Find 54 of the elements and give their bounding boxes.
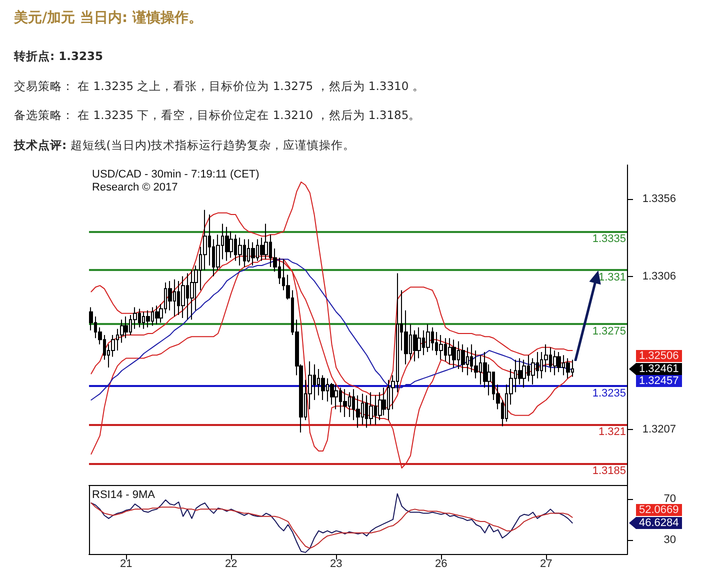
text: 技术点评: 超短线(当日内)技术指标运行趋势复杂，应谨慎操作。	[14, 136, 356, 154]
chart-title: RSI14 - 9MA	[92, 489, 156, 501]
candlestick	[155, 305, 159, 325]
line-series	[90, 502, 573, 549]
text: 52.0669	[636, 504, 682, 516]
x-tick-label: 21	[120, 558, 132, 570]
candlestick	[557, 352, 561, 373]
text: 1.32506	[636, 350, 682, 362]
y-tick-label: 1.3356	[642, 193, 676, 206]
text: 1.32457	[636, 375, 682, 388]
line-series	[90, 182, 573, 396]
chart-title: 美元/加元 当日内: 谨慎操作。	[14, 8, 202, 28]
ref-line-label: 1.331	[598, 272, 626, 284]
text: USD/CAD - 30min - 7:19:11 (CET) Research © 2017	[92, 168, 260, 194]
candlestick	[225, 226, 229, 262]
candlestick	[439, 334, 443, 360]
ref-line-label: 1.3275	[592, 326, 626, 338]
candlestick	[566, 358, 570, 379]
ref-line-label: 1.321	[598, 426, 626, 438]
candlestick	[343, 388, 347, 418]
candlestick	[124, 316, 128, 339]
x-tick-label: 22	[225, 558, 238, 570]
candlestick	[448, 338, 452, 365]
ref-line-label: 1.3185	[592, 464, 626, 477]
text: 1.32461	[636, 362, 682, 375]
candlestick	[522, 359, 526, 388]
text: 备选策略： 在 1.3235 下，看空，目标价位定在 1.3210 ，然后为 1.3185。	[14, 107, 421, 124]
candlestick	[426, 324, 430, 353]
candlestick	[417, 326, 421, 359]
y-tick-label: 70	[664, 492, 676, 505]
x-tick-label: 27	[540, 558, 552, 570]
y-tick-label: 1.3306	[642, 270, 676, 282]
candlestick	[181, 276, 185, 319]
candlestick	[452, 339, 456, 368]
x-tick-label: 26	[434, 558, 448, 570]
text: 转折点: 1.3235	[14, 48, 103, 65]
candlestick	[553, 350, 557, 376]
candlestick	[330, 382, 334, 406]
candlestick	[146, 310, 150, 328]
text: 交易策略： 在 1.3235 之上，看张，目标价位为 1.3275 ，然后为 1.3310 。	[14, 78, 424, 95]
y-tick-label: 30	[664, 534, 676, 546]
candlestick	[190, 270, 194, 320]
candlestick	[369, 392, 373, 426]
candlestick	[334, 384, 338, 410]
candlestick	[229, 230, 233, 258]
candlestick	[251, 242, 255, 266]
candlestick	[461, 344, 465, 373]
ref-line-label: 1.3335	[592, 232, 626, 245]
x-tick-label: 23	[330, 558, 342, 570]
y-tick-label: 1.3207	[642, 423, 676, 436]
candlestick	[378, 392, 382, 421]
candlestick	[238, 237, 242, 266]
ref-line-label: 1.3235	[592, 388, 626, 400]
text: 46.6284	[636, 516, 682, 529]
